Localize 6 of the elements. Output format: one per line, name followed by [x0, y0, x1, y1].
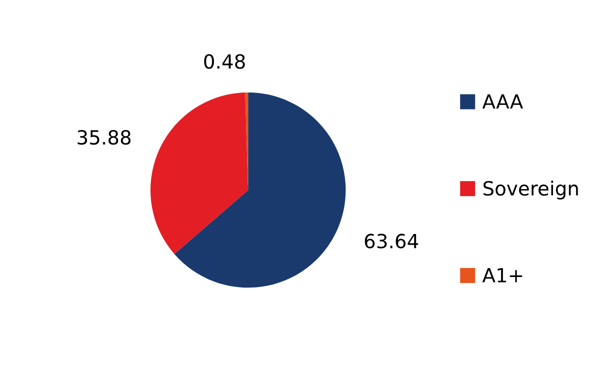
- data-label: 0.48: [204, 54, 245, 69]
- data-label: 63.64: [364, 234, 418, 248]
- legend-label: A1+: [482, 268, 522, 282]
- legend-label: Sovereign: [483, 180, 578, 200]
- data-label: 35.88: [78, 130, 131, 145]
- legend-label: AAA: [482, 94, 524, 109]
